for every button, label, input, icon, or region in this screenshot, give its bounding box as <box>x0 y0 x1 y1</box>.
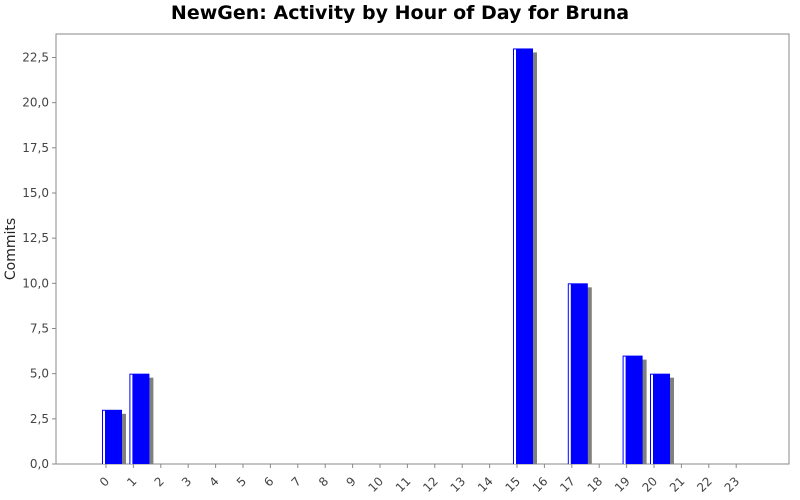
x-tick-label: 20 <box>639 474 660 495</box>
x-tick-label: 11 <box>393 474 414 495</box>
x-tick-label: 5 <box>234 474 249 489</box>
x-tick-label: 13 <box>448 474 469 495</box>
x-tick-label: 1 <box>124 474 139 489</box>
y-tick-label: 20,0 <box>22 96 49 110</box>
y-tick-label: 15,0 <box>22 186 49 200</box>
x-tick-label: 18 <box>585 474 606 495</box>
x-axis: 0 1 2 3 4 5 6 7 8 9 10 11 12 13 14 15 16 17 18 19 20 21 22 23 <box>62 463 781 495</box>
x-tick-label: 16 <box>530 474 551 495</box>
bar-highlight <box>651 374 653 464</box>
x-tick-label: 19 <box>612 474 633 495</box>
x-tick-label: 7 <box>289 474 304 489</box>
x-tick-label: 14 <box>475 474 496 495</box>
bar <box>102 409 122 464</box>
x-tick-label: 3 <box>179 474 194 489</box>
x-tick-label: 4 <box>206 474 221 489</box>
bars <box>102 48 674 464</box>
x-tick-label: 22 <box>694 474 715 495</box>
y-tick-label: 5,0 <box>30 367 49 381</box>
x-tick-label: 8 <box>316 474 331 489</box>
y-axis: 0,0 2,5 5,0 7,5 10,0 12,5 15,0 17,5 20,0 22,5 <box>22 50 56 471</box>
y-tick-label: 10,0 <box>22 276 49 290</box>
y-tick-label: 22,5 <box>22 50 49 64</box>
bar <box>567 283 588 464</box>
x-tick-label: 2 <box>152 474 167 489</box>
y-tick-label: 0,0 <box>30 457 49 471</box>
x-tick-label: 10 <box>365 474 386 495</box>
chart-title: NewGen: Activity by Hour of Day for Brun… <box>170 2 630 24</box>
bar-highlight <box>623 356 626 464</box>
bar-highlight <box>568 284 571 464</box>
bar <box>650 373 670 464</box>
y-tick-label: 2,5 <box>30 412 49 426</box>
x-tick-label: 12 <box>420 474 441 495</box>
x-tick-label: 23 <box>722 474 743 495</box>
bar <box>513 48 533 464</box>
bar-highlight <box>103 410 105 464</box>
x-tick-label: 6 <box>261 474 276 489</box>
y-axis-label: Commits <box>3 218 19 280</box>
bar-highlight <box>514 49 516 464</box>
x-tick-label: 9 <box>343 474 358 489</box>
plot-area <box>55 33 790 465</box>
x-tick-label: 15 <box>502 474 523 495</box>
x-tick-label: 17 <box>557 474 578 495</box>
bar <box>622 355 643 464</box>
y-tick-label: 12,5 <box>22 231 49 245</box>
x-tick-label: 21 <box>667 474 688 495</box>
bar <box>129 373 150 464</box>
y-tick-label: 7,5 <box>30 321 49 335</box>
bar-highlight <box>130 374 133 464</box>
y-tick-label: 17,5 <box>22 141 49 155</box>
x-tick-label: 0 <box>97 474 112 489</box>
